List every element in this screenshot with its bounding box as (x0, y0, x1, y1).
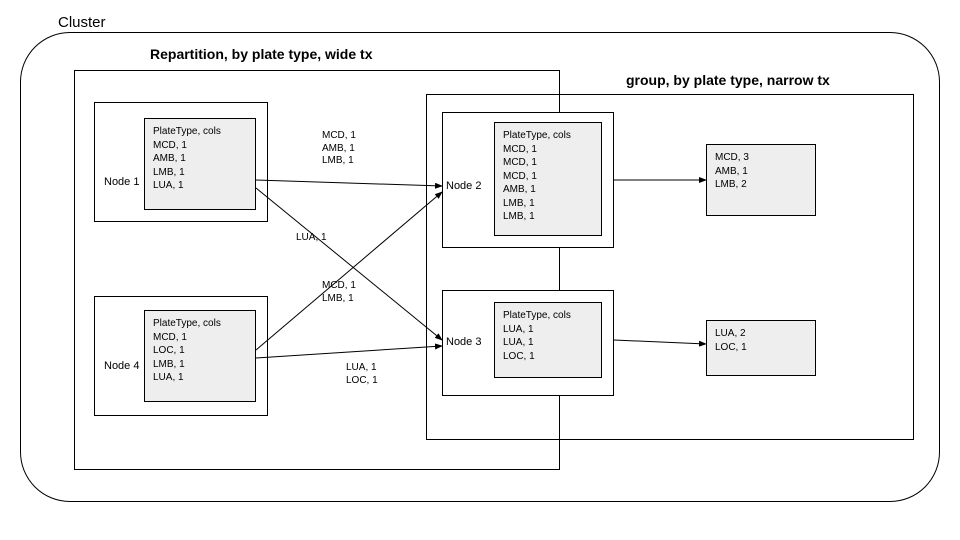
edge-label-n1-n3: LUA, 1 (296, 232, 327, 245)
edge-label-n4-n2: MCD, 1 LMB, 1 (322, 280, 356, 305)
edge-label-line: AMB, 1 (322, 143, 356, 156)
repartition-title: Repartition, by plate type, wide tx (150, 46, 372, 62)
data-line: LMB, 1 (503, 210, 593, 224)
data-line: AMB, 1 (503, 183, 593, 197)
node1-label: Node 1 (104, 176, 139, 188)
data-line: LUA, 1 (503, 336, 593, 350)
data-line: LUA, 1 (153, 179, 247, 193)
data-line: LMB, 1 (153, 166, 247, 180)
data-line: LUA, 1 (153, 371, 247, 385)
result2-data: MCD, 3 AMB, 1 LMB, 2 (706, 144, 816, 216)
data-line: MCD, 1 (503, 170, 593, 184)
data-line: LMB, 1 (153, 358, 247, 372)
edge-label-line: LUA, 1 (296, 232, 327, 245)
node2-label: Node 2 (446, 180, 481, 192)
group-title: group, by plate type, narrow tx (626, 72, 830, 88)
data-line: PlateType, cols (153, 317, 247, 331)
data-line: MCD, 1 (153, 139, 247, 153)
data-line: AMB, 1 (153, 152, 247, 166)
edge-label-n4-n3: LUA, 1 LOC, 1 (346, 362, 378, 387)
data-line: AMB, 1 (715, 165, 807, 179)
node1-data: PlateType, cols MCD, 1 AMB, 1 LMB, 1 LUA… (144, 118, 256, 210)
data-line: PlateType, cols (503, 309, 593, 323)
data-line: PlateType, cols (503, 129, 593, 143)
data-line: PlateType, cols (153, 125, 247, 139)
data-line: LMB, 2 (715, 178, 807, 192)
edge-label-line: MCD, 1 (322, 130, 356, 143)
data-line: LMB, 1 (503, 197, 593, 211)
data-line: LOC, 1 (503, 350, 593, 364)
data-line: MCD, 1 (503, 143, 593, 157)
edge-label-line: LMB, 1 (322, 293, 356, 306)
data-line: MCD, 1 (153, 331, 247, 345)
data-line: LOC, 1 (153, 344, 247, 358)
node2-data: PlateType, cols MCD, 1 MCD, 1 MCD, 1 AMB… (494, 122, 602, 236)
data-line: LUA, 1 (503, 323, 593, 337)
edge-label-line: MCD, 1 (322, 280, 356, 293)
data-line: LOC, 1 (715, 341, 807, 355)
edge-label-n1-n2: MCD, 1 AMB, 1 LMB, 1 (322, 130, 356, 168)
result3-data: LUA, 2 LOC, 1 (706, 320, 816, 376)
data-line: MCD, 3 (715, 151, 807, 165)
edge-label-line: LOC, 1 (346, 375, 378, 388)
node3-data: PlateType, cols LUA, 1 LUA, 1 LOC, 1 (494, 302, 602, 378)
data-line: LUA, 2 (715, 327, 807, 341)
node3-label: Node 3 (446, 336, 481, 348)
node4-data: PlateType, cols MCD, 1 LOC, 1 LMB, 1 LUA… (144, 310, 256, 402)
cluster-label: Cluster (58, 14, 106, 31)
edge-label-line: LMB, 1 (322, 155, 356, 168)
data-line: MCD, 1 (503, 156, 593, 170)
edge-label-line: LUA, 1 (346, 362, 378, 375)
node4-label: Node 4 (104, 360, 139, 372)
